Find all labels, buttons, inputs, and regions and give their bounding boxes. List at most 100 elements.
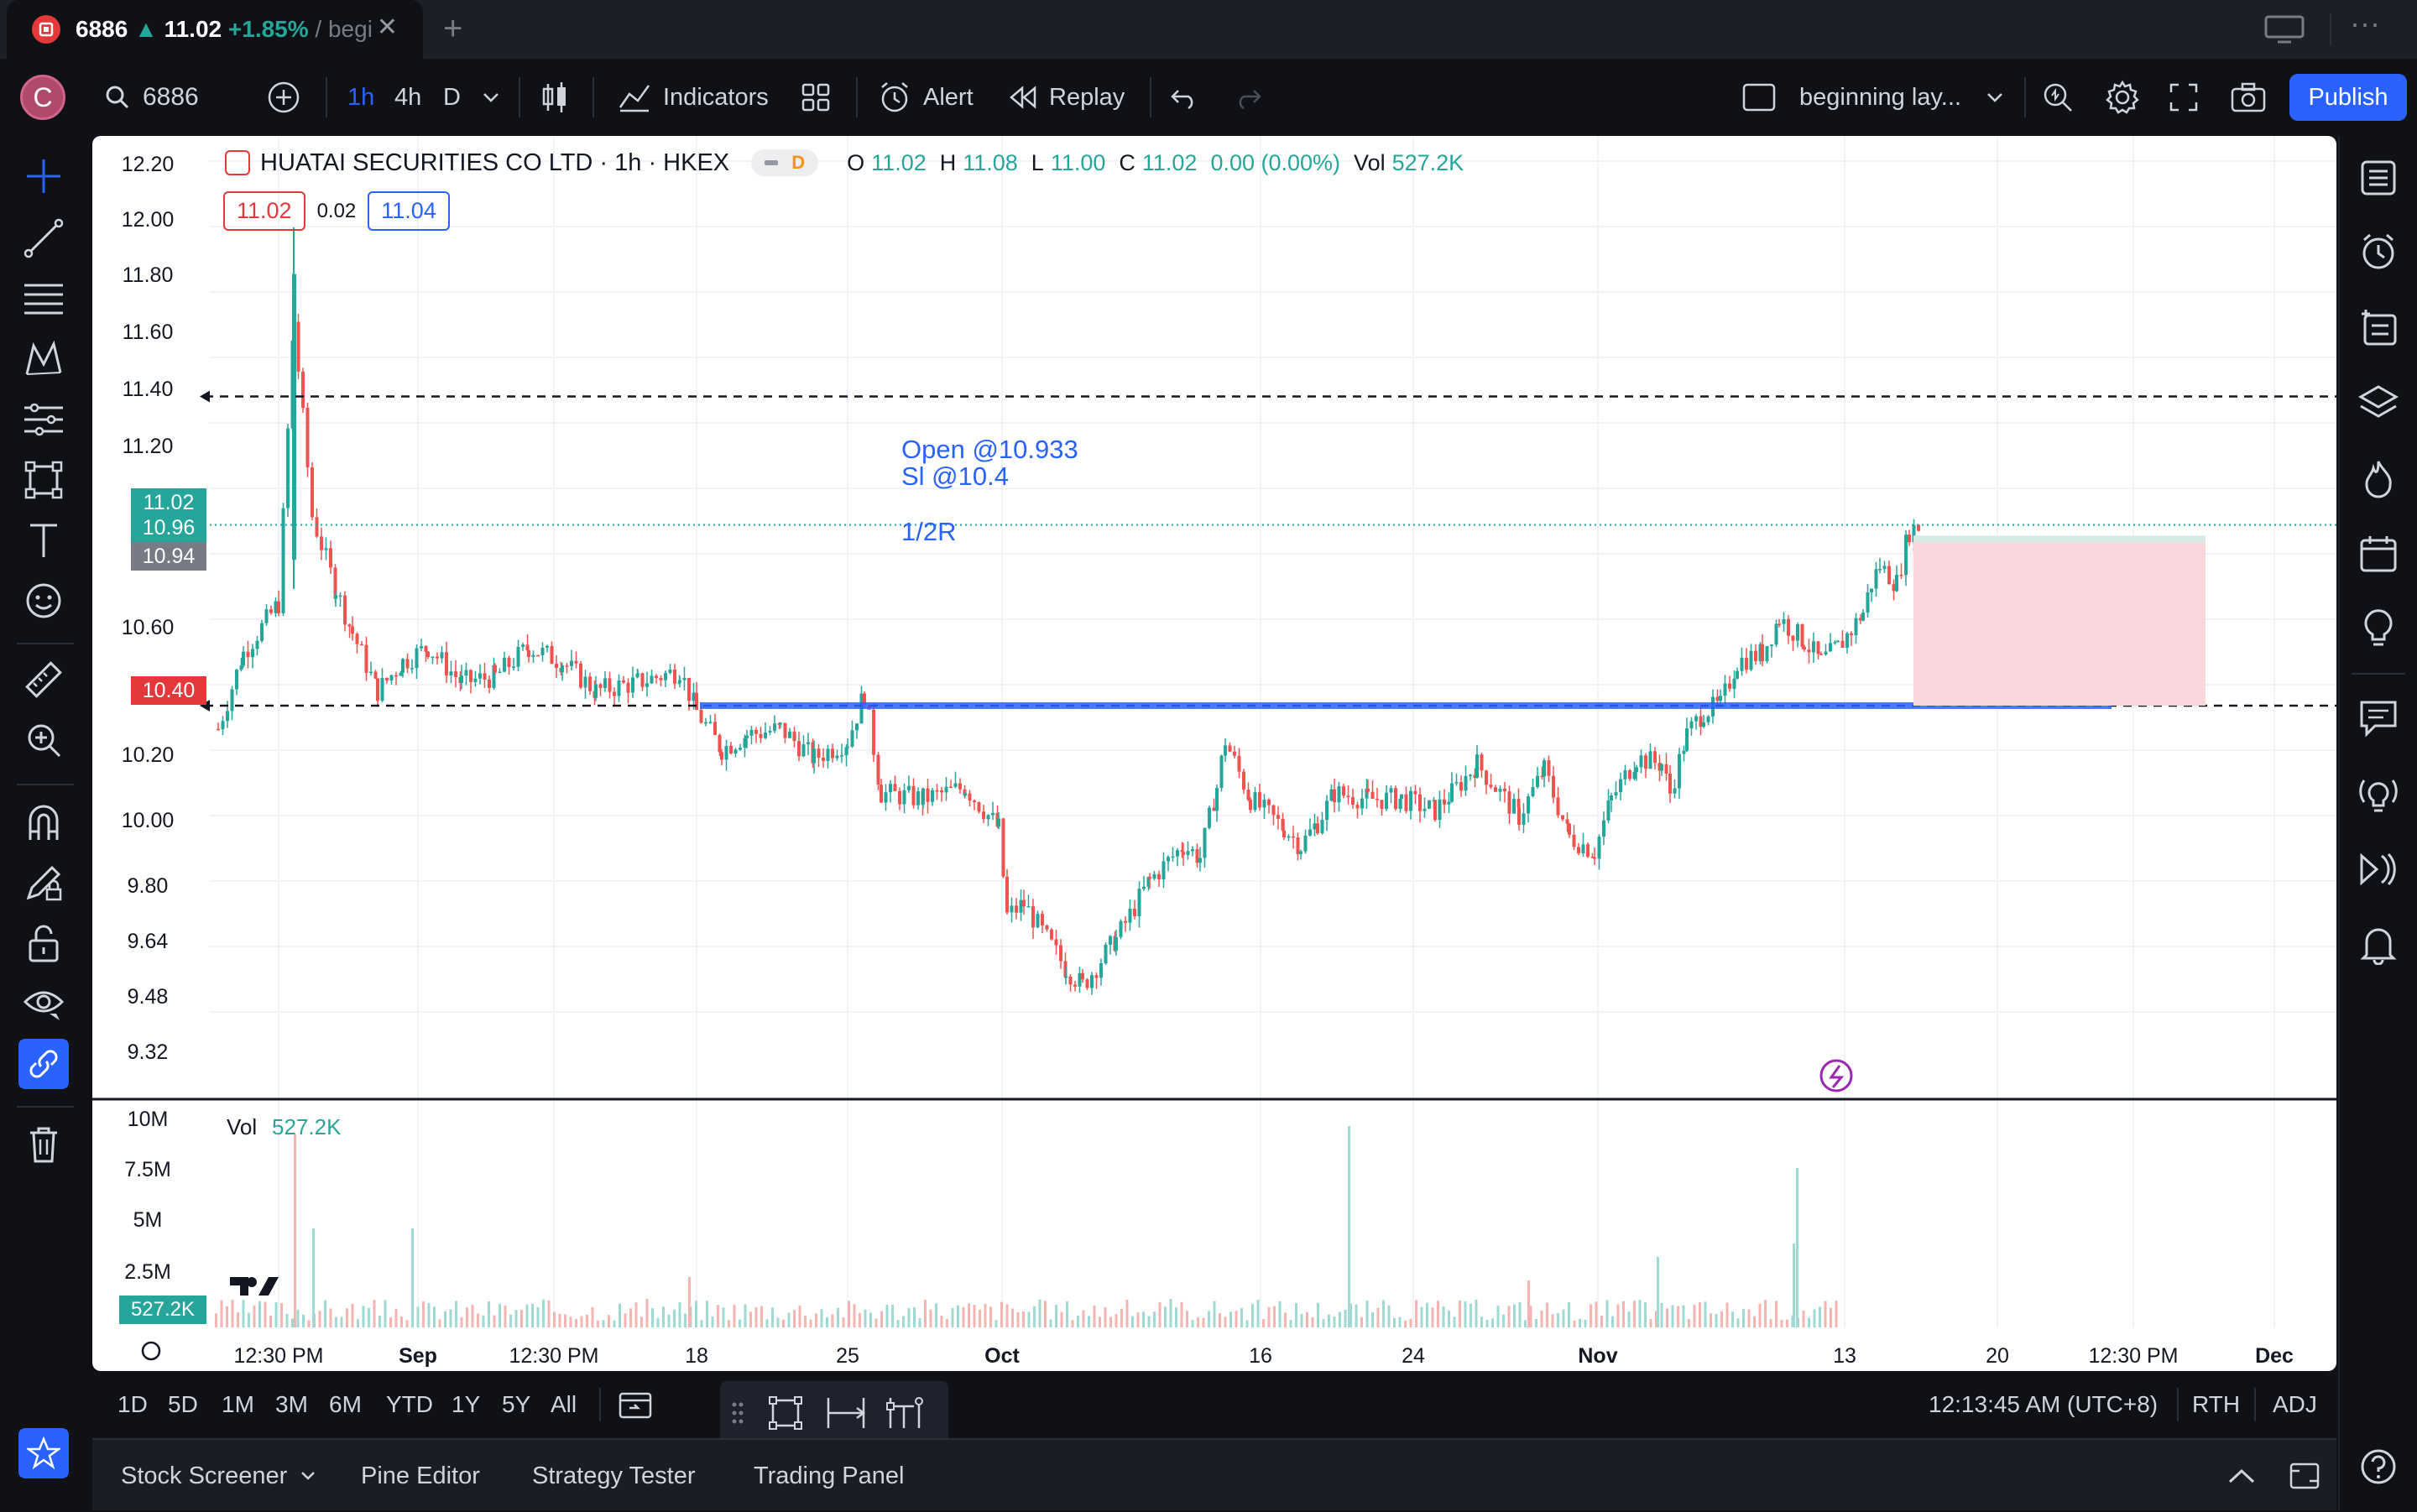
desktop-icon[interactable]	[2264, 15, 2305, 44]
trend-line-icon[interactable]	[18, 213, 69, 263]
layout-dropdown-chevron-icon[interactable]	[1986, 59, 2004, 136]
candle-body	[1758, 644, 1762, 661]
chart-type-candles-icon[interactable]	[540, 59, 569, 136]
range-1m[interactable]: 1M	[222, 1391, 254, 1417]
symbol-search[interactable]: 6886	[104, 59, 199, 136]
range-5y[interactable]: 5Y	[502, 1391, 531, 1417]
camera-snapshot-icon[interactable]	[2231, 59, 2266, 136]
sync-drawings-link-icon[interactable]	[18, 1039, 69, 1089]
candle-body	[1454, 782, 1459, 784]
volume-bar	[291, 1318, 294, 1327]
interval-1h[interactable]: 1h	[347, 83, 375, 111]
watchlist-icon[interactable]	[2353, 153, 2404, 203]
calendar-icon[interactable]	[2353, 529, 2404, 579]
chats-icon[interactable]	[2353, 693, 2404, 743]
layout-name[interactable]: beginning lay...	[1799, 83, 1961, 111]
forecasting-tools-icon[interactable]	[18, 394, 69, 445]
user-avatar[interactable]: C	[20, 59, 65, 136]
date-range-tool-icon[interactable]	[824, 1391, 868, 1435]
ideas-lightbulb-icon[interactable]	[2353, 604, 2404, 654]
annotation-risk-reward[interactable]: 1/2R	[901, 517, 957, 546]
tab-stock-screener[interactable]: Stock Screener	[121, 1440, 316, 1512]
collapse-panel-chevron-icon[interactable]	[2227, 1440, 2256, 1512]
range-1d[interactable]: 1D	[117, 1391, 148, 1417]
annotation-open[interactable]: Open @10.933	[901, 435, 1078, 464]
fib-retracement-icon[interactable]	[18, 274, 69, 324]
interval-d[interactable]: D	[443, 83, 461, 111]
volume-bar	[891, 1305, 894, 1327]
layers-object-tree-icon[interactable]	[2353, 378, 2404, 428]
tab-strategy-tester[interactable]: Strategy Tester	[532, 1462, 696, 1489]
time-axis-label: Sep	[399, 1344, 437, 1368]
ruler-measure-icon[interactable]	[18, 654, 69, 705]
more-options-icon[interactable]: ···	[2350, 6, 2380, 40]
layout-checkbox-icon[interactable]	[1742, 59, 1776, 136]
interval-4h[interactable]: 4h	[394, 83, 422, 111]
favorites-star-icon[interactable]	[18, 1428, 69, 1478]
rectangle-tool-icon[interactable]	[764, 1391, 807, 1435]
volume-label[interactable]: Vol	[227, 1114, 258, 1139]
text-tool-icon[interactable]	[18, 515, 69, 566]
maximize-panel-icon[interactable]	[2288, 1440, 2321, 1512]
range-5d[interactable]: 5D	[168, 1391, 198, 1417]
hotlists-flame-icon[interactable]	[2353, 453, 2404, 503]
range-1y[interactable]: 1Y	[452, 1391, 481, 1417]
notifications-bell-icon[interactable]	[2353, 920, 2404, 970]
close-tab-icon[interactable]: ✕	[376, 13, 398, 41]
help-question-icon[interactable]	[2353, 1442, 2404, 1492]
compare-symbol-button[interactable]	[267, 59, 300, 136]
session-rth[interactable]: RTH	[2192, 1391, 2241, 1417]
data-window-icon[interactable]	[2353, 302, 2404, 352]
browser-tab[interactable]: 6886 ▲ 11.02 +1.85% / begi ✕	[7, 0, 423, 59]
new-tab-icon[interactable]: +	[443, 10, 463, 47]
annotation-sl[interactable]: Sl @10.4	[901, 461, 1009, 491]
zoom-in-icon[interactable]	[18, 715, 69, 765]
candle-body	[405, 659, 410, 669]
range-6m[interactable]: 6M	[329, 1391, 362, 1417]
data-status-badge[interactable]: D	[751, 149, 819, 176]
stay-in-drawing-mode-icon[interactable]	[18, 858, 69, 908]
range-3m[interactable]: 3M	[275, 1391, 308, 1417]
indicators-button[interactable]: Indicators	[618, 59, 769, 136]
volume-bar	[1186, 1311, 1188, 1327]
pattern-xabcd-icon[interactable]	[18, 334, 69, 384]
alert-button[interactable]: Alert	[878, 59, 974, 136]
chart-pane[interactable]: HUATAI SECURITIES CO LTD · 1h · HKEX D O…	[92, 136, 2336, 1371]
geometric-shapes-icon[interactable]	[18, 455, 69, 505]
trash-remove-icon[interactable]	[18, 1119, 69, 1170]
redo-icon[interactable]	[1234, 59, 1262, 136]
emoji-icon[interactable]	[18, 576, 69, 626]
screener-play-icon[interactable]	[2353, 844, 2404, 894]
sell-price-button[interactable]: 11.02	[223, 191, 305, 231]
adjust-toggle[interactable]: ADJ	[2273, 1391, 2317, 1417]
lock-drawings-icon[interactable]	[18, 918, 69, 968]
crosshair-icon[interactable]	[18, 151, 69, 201]
chart-canvas[interactable]	[92, 136, 2336, 1371]
quick-search-icon[interactable]	[2041, 59, 2075, 136]
alerts-clock-icon[interactable]	[2353, 227, 2404, 277]
publish-button[interactable]: Publish	[2289, 74, 2407, 121]
legend-title[interactable]: HUATAI SECURITIES CO LTD · 1h · HKEX	[260, 149, 730, 176]
range-ytd[interactable]: YTD	[386, 1391, 433, 1417]
volume-bar	[1099, 1316, 1101, 1327]
drag-handle-icon[interactable]	[725, 1391, 750, 1435]
magnet-icon[interactable]	[18, 797, 69, 847]
range-all[interactable]: All	[551, 1391, 577, 1417]
hide-drawings-eye-icon[interactable]	[18, 978, 69, 1029]
undo-icon[interactable]	[1170, 59, 1198, 136]
interval-dropdown-chevron-icon[interactable]	[482, 59, 500, 136]
candle-body	[1728, 683, 1731, 689]
buy-price-button[interactable]: 11.04	[368, 191, 450, 231]
volume-bar	[1813, 1309, 1816, 1327]
tab-trading-panel[interactable]: Trading Panel	[754, 1462, 905, 1489]
fullscreen-icon[interactable]	[2169, 59, 2199, 136]
settings-gear-icon[interactable]	[2105, 59, 2140, 136]
candle-body	[720, 752, 723, 760]
long-position-tool-icon[interactable]	[885, 1391, 928, 1435]
replay-button[interactable]: Replay	[1009, 59, 1125, 136]
goto-date-icon[interactable]	[618, 1373, 653, 1436]
streams-idea-broadcast-icon[interactable]	[2353, 769, 2404, 819]
layout-templates-icon[interactable]	[801, 59, 831, 136]
clock-timezone[interactable]: 12:13:45 AM (UTC+8)	[1929, 1391, 2159, 1417]
tab-pine-editor[interactable]: Pine Editor	[361, 1462, 480, 1489]
